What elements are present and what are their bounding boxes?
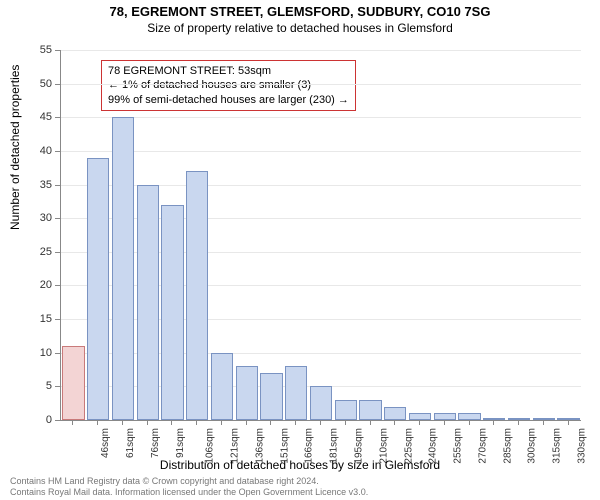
x-tick-mark (419, 420, 420, 425)
y-tick-mark (55, 285, 60, 286)
x-tick-mark (394, 420, 395, 425)
x-tick-mark (345, 420, 346, 425)
y-tick-label: 5 (46, 380, 52, 392)
x-tick-mark (568, 420, 569, 425)
y-tick-mark (55, 252, 60, 253)
chart-container: 78, EGREMONT STREET, GLEMSFORD, SUDBURY,… (0, 0, 600, 500)
bar (310, 386, 332, 420)
x-tick-mark (444, 420, 445, 425)
x-axis-label: Distribution of detached houses by size … (0, 458, 600, 472)
y-tick-mark (55, 353, 60, 354)
bar (335, 400, 357, 420)
x-tick-mark (196, 420, 197, 425)
bar (236, 366, 258, 420)
bar (434, 413, 456, 420)
y-tick-label: 25 (40, 246, 52, 258)
y-tick-label: 10 (40, 347, 52, 359)
x-tick-mark (370, 420, 371, 425)
bar (285, 366, 307, 420)
bar (87, 158, 109, 420)
bar (557, 418, 579, 420)
y-tick-label: 45 (40, 111, 52, 123)
y-tick-mark (55, 151, 60, 152)
x-tick-mark (171, 420, 172, 425)
y-tick-label: 15 (40, 313, 52, 325)
footer-line-2: Contains Royal Mail data. Information li… (10, 487, 590, 498)
bar (186, 171, 208, 420)
callout-line-3: 99% of semi-detached houses are larger (… (108, 93, 349, 107)
x-tick-label: 91sqm (175, 428, 186, 458)
x-tick-mark (320, 420, 321, 425)
page-title: 78, EGREMONT STREET, GLEMSFORD, SUDBURY,… (0, 0, 600, 19)
y-tick-mark (55, 218, 60, 219)
x-tick-mark (122, 420, 123, 425)
x-tick-mark (295, 420, 296, 425)
x-tick-mark (72, 420, 73, 425)
x-tick-label: 46sqm (100, 428, 111, 458)
callout-line-1: 78 EGREMONT STREET: 53sqm (108, 64, 349, 78)
y-tick-label: 30 (40, 212, 52, 224)
x-tick-mark (518, 420, 519, 425)
gridline (61, 84, 581, 85)
page-subtitle: Size of property relative to detached ho… (0, 19, 600, 35)
bar (260, 373, 282, 420)
x-tick-mark (270, 420, 271, 425)
bar (409, 413, 431, 420)
bar-highlight (62, 346, 84, 420)
bar (161, 205, 183, 420)
x-tick-mark (493, 420, 494, 425)
y-tick-mark (55, 84, 60, 85)
gridline (61, 151, 581, 152)
bar (112, 117, 134, 420)
y-axis-label: Number of detached properties (8, 65, 22, 230)
y-tick-mark (55, 185, 60, 186)
y-tick-label: 20 (40, 279, 52, 291)
x-tick-mark (97, 420, 98, 425)
bar (458, 413, 480, 420)
bar (211, 353, 233, 420)
y-tick-mark (55, 420, 60, 421)
callout-line-2: ← 1% of detached houses are smaller (3) (108, 78, 349, 92)
y-tick-mark (55, 319, 60, 320)
y-tick-label: 55 (40, 44, 52, 56)
x-tick-mark (469, 420, 470, 425)
gridline (61, 50, 581, 51)
gridline (61, 117, 581, 118)
x-tick-label: 76sqm (150, 428, 161, 458)
y-tick-mark (55, 386, 60, 387)
y-tick-label: 50 (40, 78, 52, 90)
y-tick-label: 0 (46, 414, 52, 426)
property-callout: 78 EGREMONT STREET: 53sqm ← 1% of detach… (101, 60, 356, 111)
y-tick-mark (55, 117, 60, 118)
footer-attribution: Contains HM Land Registry data © Crown c… (10, 476, 590, 498)
footer-line-1: Contains HM Land Registry data © Crown c… (10, 476, 590, 487)
chart-plot-area: 78 EGREMONT STREET: 53sqm ← 1% of detach… (60, 50, 581, 421)
bar (483, 418, 505, 420)
y-tick-label: 35 (40, 179, 52, 191)
bar (384, 407, 406, 420)
y-tick-label: 40 (40, 145, 52, 157)
bar (533, 418, 555, 420)
x-tick-mark (246, 420, 247, 425)
x-tick-mark (147, 420, 148, 425)
y-tick-mark (55, 50, 60, 51)
bar (137, 185, 159, 420)
bar (359, 400, 381, 420)
x-tick-label: 61sqm (125, 428, 136, 458)
x-tick-mark (221, 420, 222, 425)
x-tick-mark (543, 420, 544, 425)
